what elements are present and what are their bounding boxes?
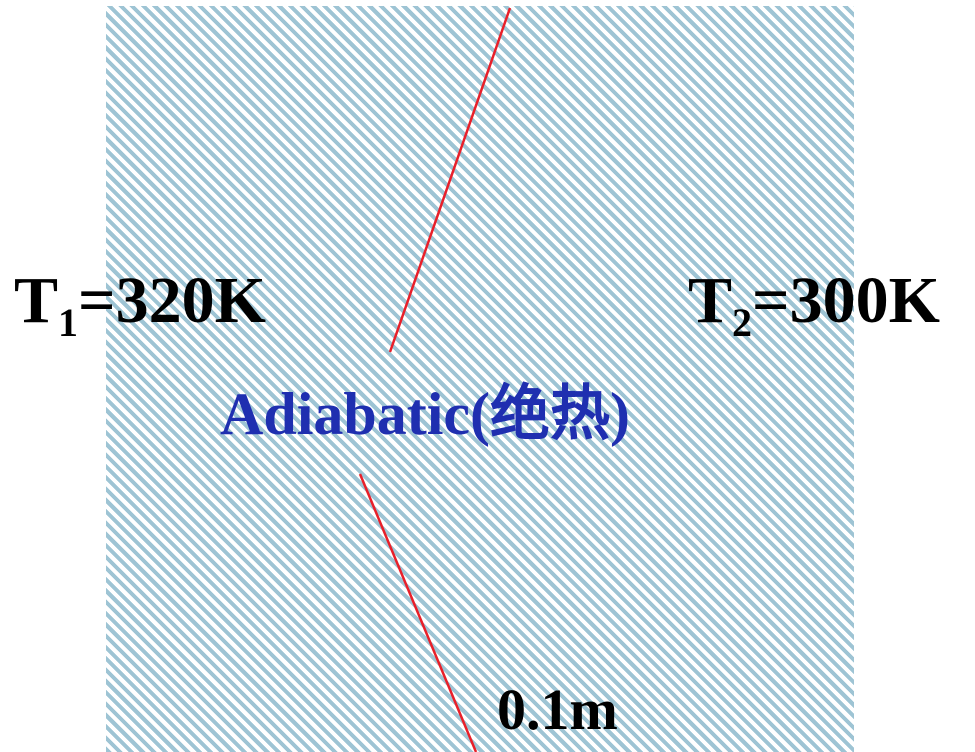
hatched-wall-slab [106,6,854,752]
left-temperature-label: T1=320K [14,268,266,343]
upper-leader-line [388,7,512,353]
thickness-label: 0.1m [497,677,618,742]
right-temperature-value: =300K [752,264,940,337]
right-temperature-label: T2=300K [688,268,940,343]
left-temperature-value: =320K [78,264,266,337]
left-temperature-symbol: T [14,264,59,337]
right-temperature-subscript: 2 [732,300,753,345]
right-temperature-symbol: T [688,264,733,337]
left-temperature-subscript: 1 [58,300,79,345]
lower-leader-line [358,473,478,752]
adiabatic-label: Adiabatic(绝热) [220,381,630,447]
